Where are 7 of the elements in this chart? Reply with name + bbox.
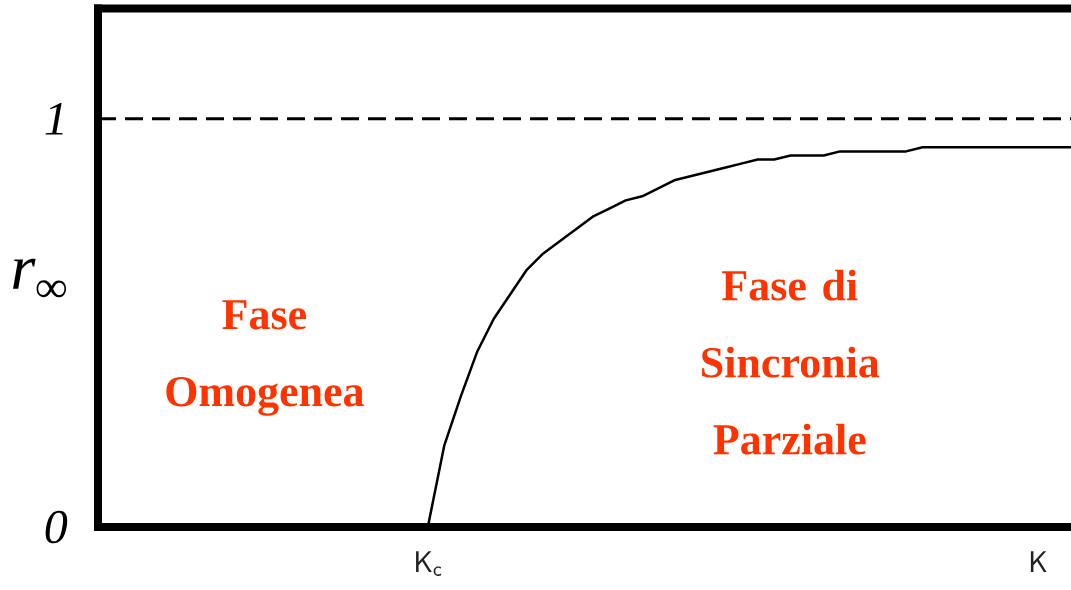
y-tick-label: 1 xyxy=(45,102,63,135)
y-tick-label: 0 xyxy=(45,510,68,544)
y-axis-title: r$_{∞}$ xyxy=(13,258,67,298)
x-tick-label: K$_{c}$ xyxy=(416,551,442,576)
x-tick-label: K xyxy=(1030,551,1047,573)
annotation: Fase Omogenea xyxy=(166,300,364,416)
annotation: Fase di Sincronia Parziale xyxy=(702,269,880,455)
